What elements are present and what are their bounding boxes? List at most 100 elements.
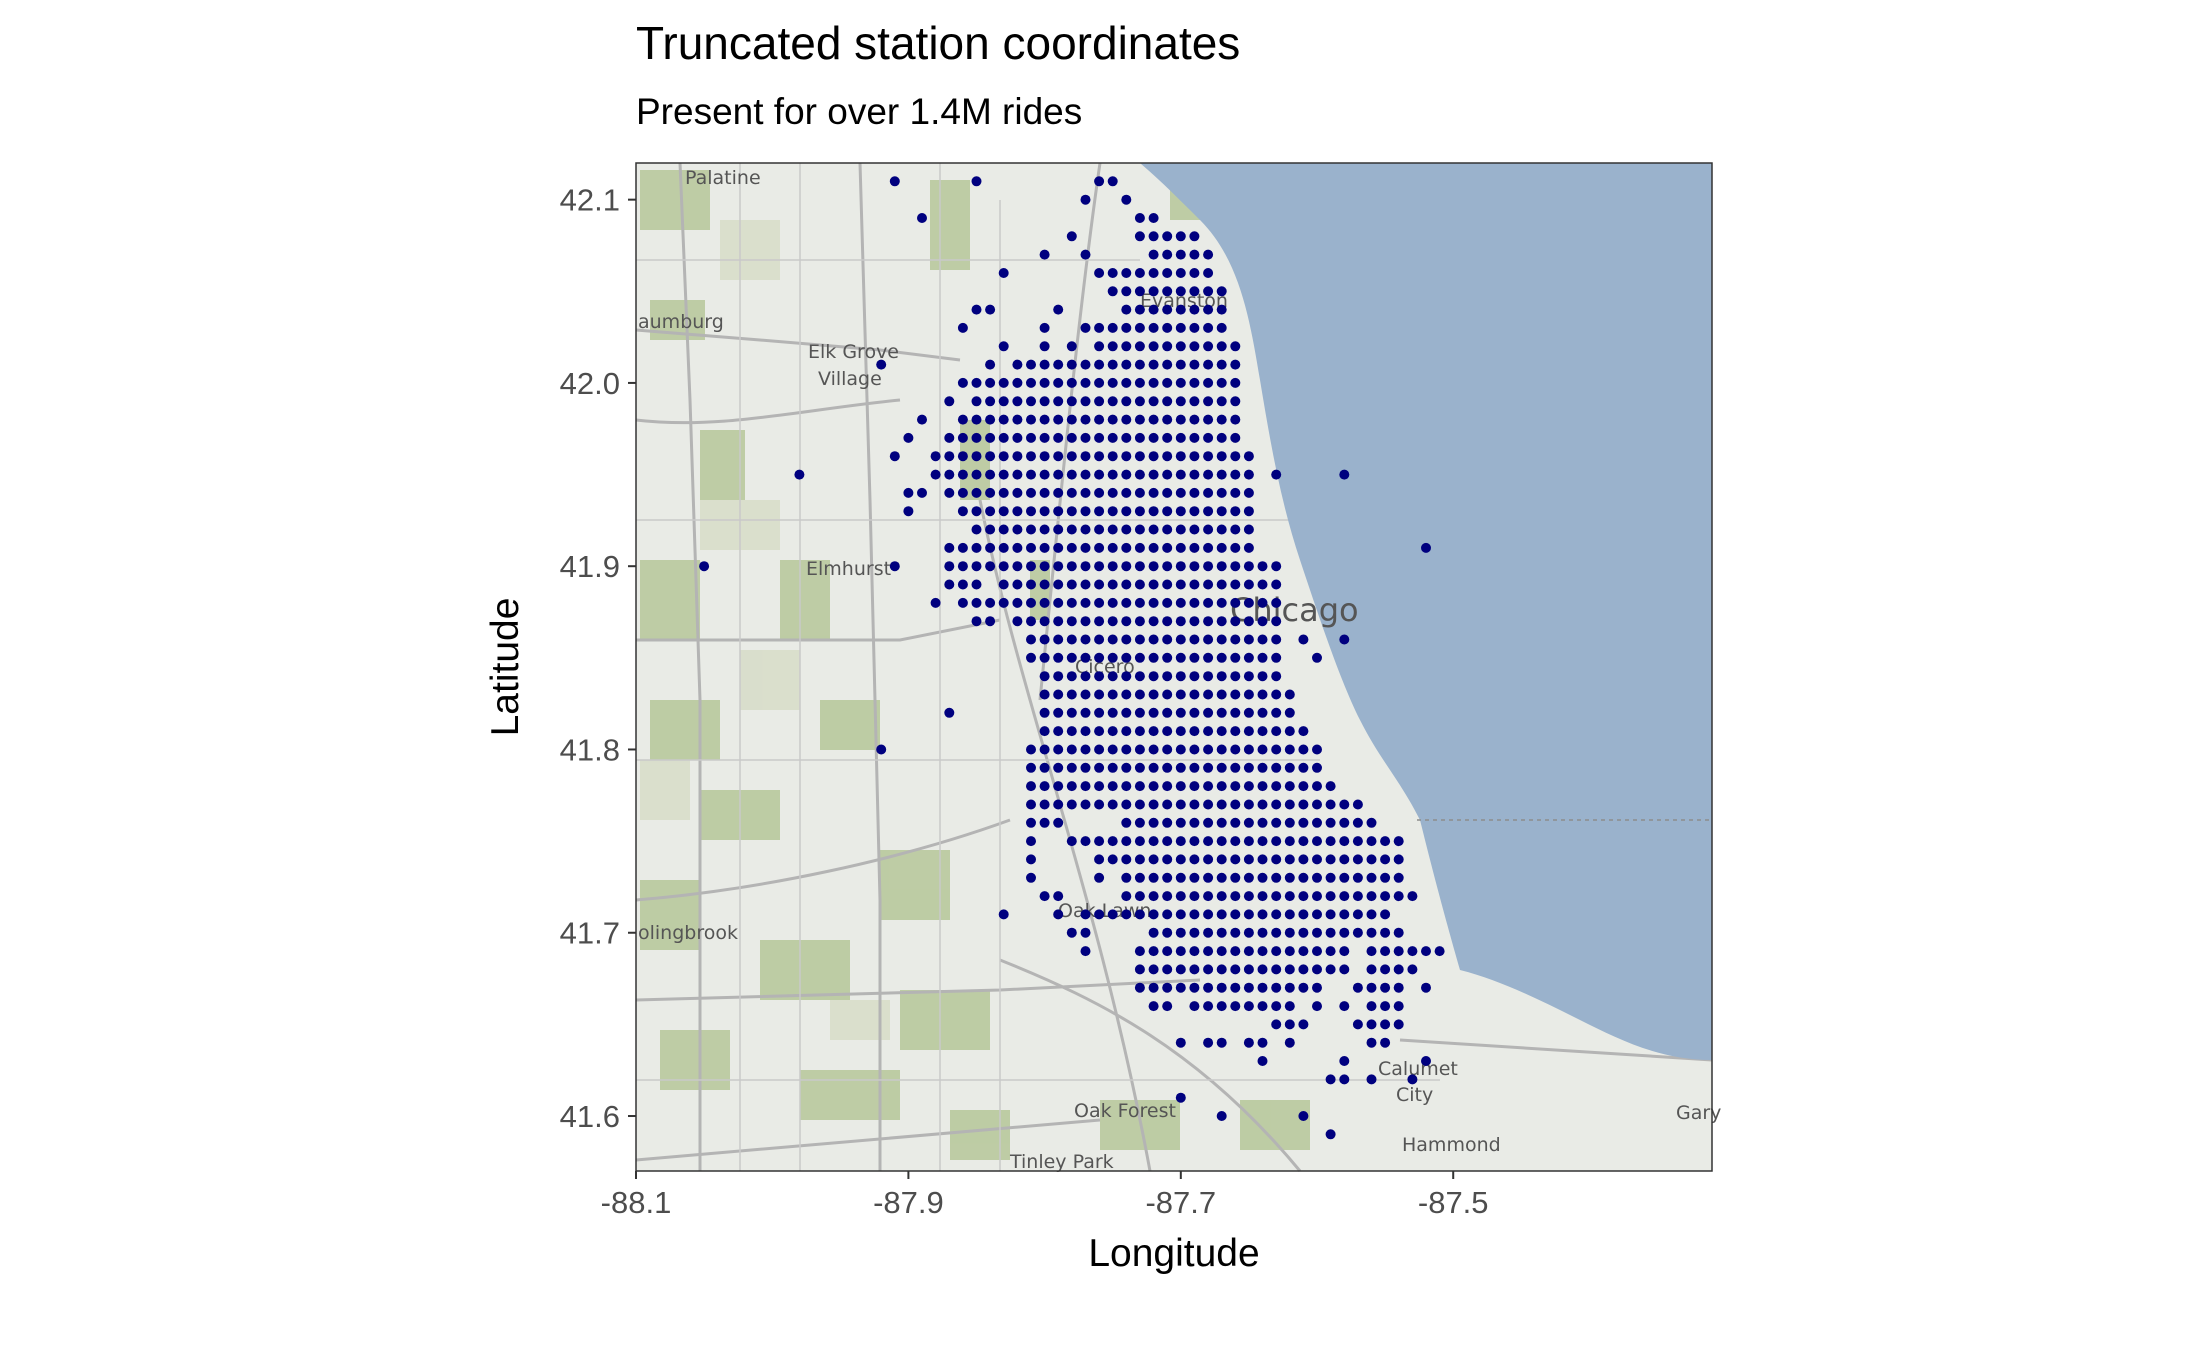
station-point [1175,561,1186,572]
station-point [1053,396,1064,407]
station-point [1107,377,1118,388]
station-point [1162,982,1173,993]
station-point [1121,194,1132,205]
station-point [1312,964,1322,975]
station-point [1284,799,1295,810]
station-point [1162,817,1173,828]
station-point [1216,982,1227,993]
station-point [1298,1019,1309,1030]
station-point [1121,634,1132,645]
station-point [1134,634,1145,645]
station-point [1148,652,1159,663]
station-point [1026,597,1036,608]
station-point [1162,597,1173,608]
station-point [1053,707,1064,718]
station-point [1407,891,1418,902]
station-point [1243,616,1254,627]
station-point [1257,927,1268,938]
station-point [1271,1001,1282,1012]
station-point [1216,744,1227,755]
station-point [1216,726,1227,737]
station-point [985,396,996,407]
station-point [1380,982,1391,993]
station-point [1175,946,1186,957]
station-point [944,561,955,572]
station-point [957,506,968,517]
x-axis: -88.1 -87.9 -87.7 -87.5 [601,1171,1489,1220]
station-point [1352,909,1363,920]
station-point [1325,817,1336,828]
station-point [1162,249,1173,260]
station-point [1230,359,1241,370]
station-point [1216,909,1227,920]
station-point [1148,964,1159,975]
station-point [1339,891,1350,902]
station-point [1053,579,1064,590]
station-point [1393,854,1404,865]
station-point [985,616,996,627]
station-point [1257,946,1268,957]
station-point [1107,286,1118,297]
station-point [1012,396,1023,407]
station-point [1189,762,1200,773]
station-point [1094,726,1105,737]
station-point [998,542,1009,553]
station-point [1339,634,1350,645]
station-point [998,506,1009,517]
station-point [1298,726,1309,737]
station-point [1121,652,1132,663]
station-point [1053,597,1064,608]
station-point [1407,946,1418,957]
station-point [1175,414,1186,425]
station-point [1162,414,1173,425]
station-point [1203,762,1214,773]
station-point [1162,634,1173,645]
station-point [1039,799,1050,810]
station-point [1121,616,1132,627]
station-point [1121,579,1132,590]
map-label-cicero: Cicero [1075,656,1135,678]
station-point [1189,781,1200,792]
station-point [971,506,982,517]
station-point [1080,707,1091,718]
station-point [1053,469,1064,480]
station-point [971,579,982,590]
station-point [1148,671,1159,682]
station-point [1107,762,1118,773]
station-point [1243,909,1254,920]
station-point [1203,304,1214,315]
station-point [985,432,996,443]
station-point [1352,982,1363,993]
station-point [1230,927,1241,938]
station-point [1012,469,1023,480]
station-point [1230,524,1241,535]
station-point [1107,542,1118,553]
station-point [1339,1074,1350,1085]
station-point [1230,377,1241,388]
station-point [1298,872,1309,883]
station-point [1148,359,1159,370]
station-point [1203,744,1214,755]
station-point [1162,927,1173,938]
station-point [1175,359,1186,370]
station-point [1243,781,1254,792]
station-point [1312,982,1322,993]
station-point [1312,652,1322,663]
station-point [1039,506,1050,517]
station-point [1175,377,1186,388]
station-point [1080,506,1091,517]
station-point [1066,836,1077,847]
station-point [1148,597,1159,608]
station-point [1148,744,1159,755]
station-point [1380,909,1391,920]
station-point [1039,652,1050,663]
station-point [1216,927,1227,938]
station-point [1339,1056,1350,1066]
station-point [1107,597,1118,608]
station-point [1257,671,1268,682]
y-tick-label: 42.0 [560,366,620,401]
station-point [985,304,996,315]
station-point [1107,176,1118,187]
station-point [1148,927,1159,938]
station-point [1298,762,1309,773]
